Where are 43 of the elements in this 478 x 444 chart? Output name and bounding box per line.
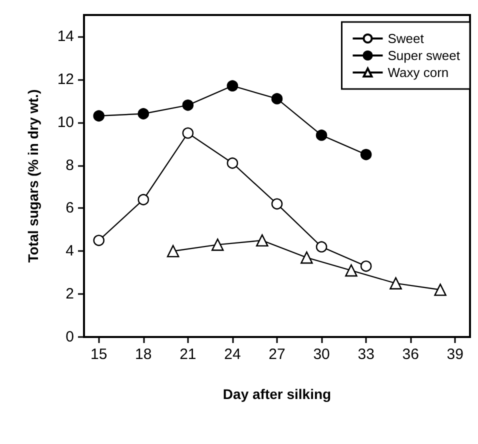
x-tick-label: 30	[313, 346, 330, 363]
point	[271, 198, 283, 210]
point	[166, 244, 180, 258]
x-tick-label: 33	[358, 346, 374, 363]
y-tick-label: 12	[57, 70, 74, 88]
point	[434, 284, 446, 296]
point	[271, 93, 283, 104]
x-tick-label: 18	[135, 346, 152, 363]
point	[138, 108, 150, 120]
point	[345, 264, 358, 277]
point	[360, 148, 372, 160]
x-tick-label: 36	[402, 346, 419, 363]
y-tick-label: 14	[57, 28, 74, 45]
point	[316, 130, 328, 141]
point	[390, 277, 402, 290]
point	[226, 157, 238, 169]
point	[182, 127, 194, 139]
y-axis-title: Total sugars (% in dry wt.)	[25, 89, 41, 263]
legend-label: Super sweet	[388, 48, 460, 63]
point	[93, 234, 104, 246]
point	[182, 100, 194, 111]
x-tick-label: 15	[90, 346, 108, 363]
legend-label: Sweet	[388, 31, 424, 46]
x-tick-label: 27	[268, 346, 286, 363]
y-tick-label: 4	[66, 242, 74, 260]
y-tick-label: 10	[57, 114, 74, 131]
point	[211, 238, 224, 251]
point	[316, 241, 328, 252]
point	[138, 194, 150, 206]
y-tick-label: 2	[66, 286, 74, 303]
y-tick-label: 0	[66, 328, 74, 346]
x-axis-title: Day after silking	[222, 386, 332, 402]
x-tick-label: 39	[446, 346, 464, 363]
legend-label: Waxy corn	[388, 65, 449, 80]
point	[226, 80, 238, 92]
y-tick-label: 8	[66, 156, 74, 174]
point	[93, 110, 104, 122]
x-tick-label: 21	[180, 346, 196, 363]
point	[256, 234, 268, 247]
point	[300, 251, 313, 264]
y-tick-label: 6	[66, 200, 74, 217]
point	[360, 260, 372, 272]
x-tick-label: 24	[224, 346, 241, 363]
